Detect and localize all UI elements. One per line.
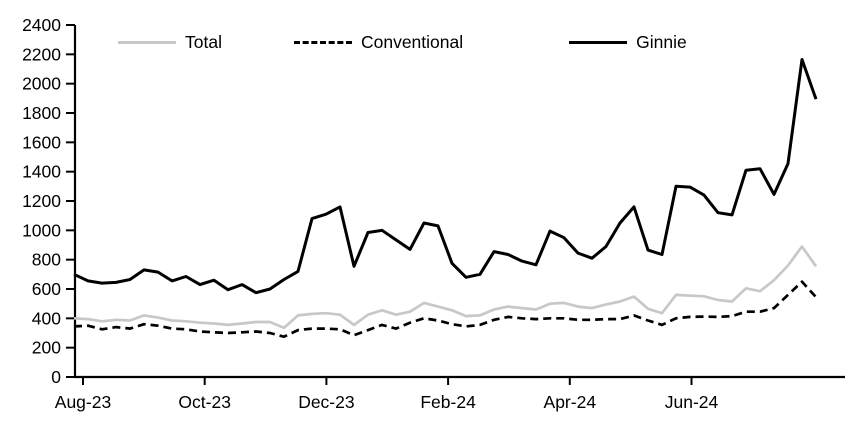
legend-label-conventional: Conventional: [360, 32, 464, 52]
y-tick-label: 200: [32, 338, 61, 358]
series-line-ginnie: [73, 58, 818, 295]
y-tick-label: 800: [32, 250, 61, 270]
legend-label-total: Total: [185, 32, 222, 52]
y-tick-label: 1200: [22, 191, 61, 211]
y-tick-label: 1000: [22, 220, 61, 240]
legend-item-total: Total: [118, 32, 222, 53]
legend-item-ginnie: Ginnie: [569, 32, 687, 53]
y-tick-label: 600: [32, 279, 61, 299]
x-tick-label: Jun-24: [665, 392, 719, 412]
x-tick-label: Dec-23: [298, 392, 354, 412]
y-tick-label: 1800: [22, 103, 61, 123]
series-line-conventional: [73, 280, 817, 339]
y-tick-label: 1600: [22, 132, 61, 152]
y-tick-label: 0: [51, 367, 61, 387]
x-tick-label: Aug-23: [55, 392, 111, 412]
total-line-swatch: [118, 41, 176, 44]
y-tick-label: 2400: [22, 15, 61, 35]
legend: Total Conventional Ginnie: [118, 32, 687, 53]
y-tick-label: 1400: [22, 162, 61, 182]
x-tick-label: Feb-24: [420, 392, 476, 412]
x-tick-label: Oct-23: [178, 392, 231, 412]
series-line-total: [73, 245, 818, 330]
y-tick-label: 2200: [22, 44, 61, 64]
legend-item-conventional: Conventional: [293, 32, 464, 53]
conventional-line-swatch: [293, 41, 352, 44]
y-tick-label: 2000: [22, 74, 61, 94]
y-tick-label: 400: [32, 308, 61, 328]
x-tick-label: Apr-24: [544, 392, 597, 412]
legend-label-ginnie: Ginnie: [636, 32, 687, 52]
ginnie-line-swatch: [569, 41, 628, 44]
